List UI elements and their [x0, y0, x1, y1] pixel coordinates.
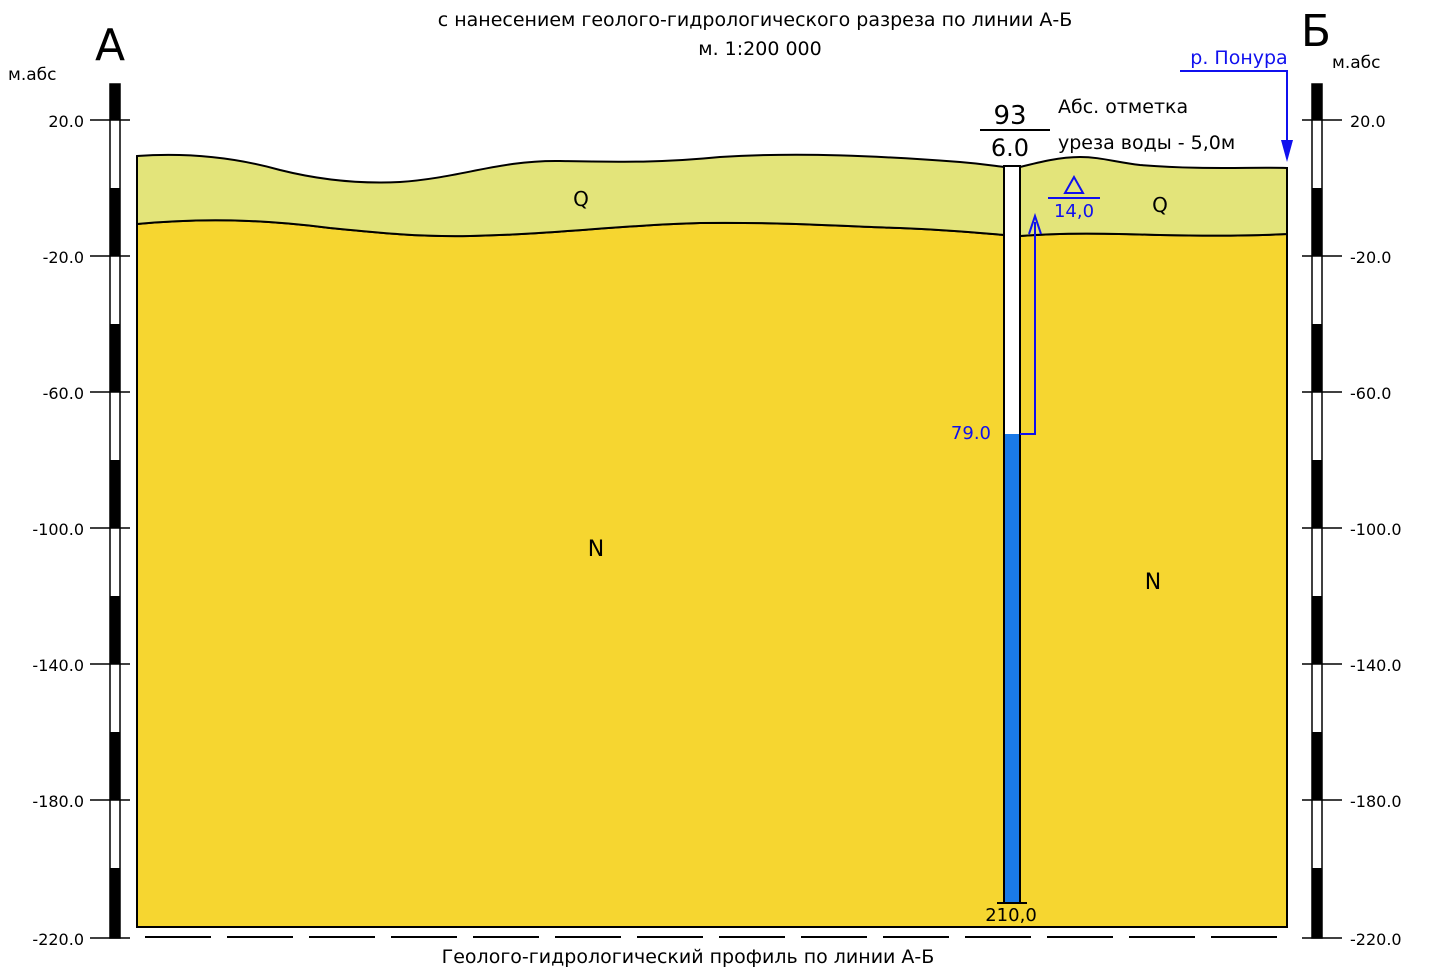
- water-level-arrowhead: [1028, 212, 1042, 235]
- well-number: 93: [993, 101, 1026, 131]
- unit-label-left: м.абс: [8, 65, 56, 85]
- scale-bar-right: [1311, 83, 1323, 939]
- river-note-line2: уреза воды - 5,0м: [1058, 132, 1235, 154]
- tick-label-right: -180.0: [1350, 792, 1402, 811]
- label-n-left: N: [588, 537, 604, 562]
- section-label-right: Б: [1301, 6, 1331, 57]
- label-n-right: N: [1145, 570, 1161, 595]
- tick-label-left: 20.0: [48, 112, 84, 131]
- tick-lines: [90, 119, 1342, 939]
- label-q-left: Q: [573, 187, 589, 211]
- scale-bar-left: [109, 83, 121, 939]
- tick-label-right: -20.0: [1350, 248, 1391, 267]
- tick-label-right: -220.0: [1350, 930, 1402, 949]
- label-q-right: Q: [1152, 193, 1168, 217]
- unit-label-right: м.абс: [1332, 53, 1380, 73]
- tick-label-left: -220.0: [32, 930, 84, 949]
- tick-label-right: 20.0: [1350, 112, 1386, 131]
- tick-label-left: -100.0: [32, 520, 84, 539]
- tick-label-left: -180.0: [32, 792, 84, 811]
- well-bottom-depth: 210,0: [985, 905, 1037, 926]
- well-water-column: [1005, 434, 1019, 902]
- static-level-mark: 14,0: [1054, 201, 1094, 222]
- water-level-depth: 79.0: [951, 423, 991, 444]
- static-level-triangle-icon: [1063, 174, 1085, 194]
- well-elevation: 6.0: [991, 134, 1029, 162]
- footer-caption: Геолого-гидрологический профиль по линии…: [442, 946, 935, 968]
- river-arrow-icon: [1281, 140, 1293, 162]
- river-leader: [1180, 70, 1288, 148]
- tick-label-left: -60.0: [43, 384, 84, 403]
- tick-label-left: -140.0: [32, 656, 84, 675]
- river-label: р. Понура: [1190, 47, 1287, 69]
- neogene-layer: [136, 219, 1288, 928]
- tick-label-right: -140.0: [1350, 656, 1402, 675]
- river-note-line1: Абс. отметка: [1058, 96, 1188, 118]
- tick-label-right: -100.0: [1350, 520, 1402, 539]
- quaternary-layer: [136, 153, 1288, 238]
- water-level-leader: [1020, 222, 1036, 435]
- header-title: с нанесением геолого-гидрологического ра…: [438, 9, 1073, 31]
- section-label-left: А: [95, 20, 125, 71]
- tick-label-left: -20.0: [43, 248, 84, 267]
- header-scale: м. 1:200 000: [698, 38, 821, 60]
- tick-label-right: -60.0: [1350, 384, 1391, 403]
